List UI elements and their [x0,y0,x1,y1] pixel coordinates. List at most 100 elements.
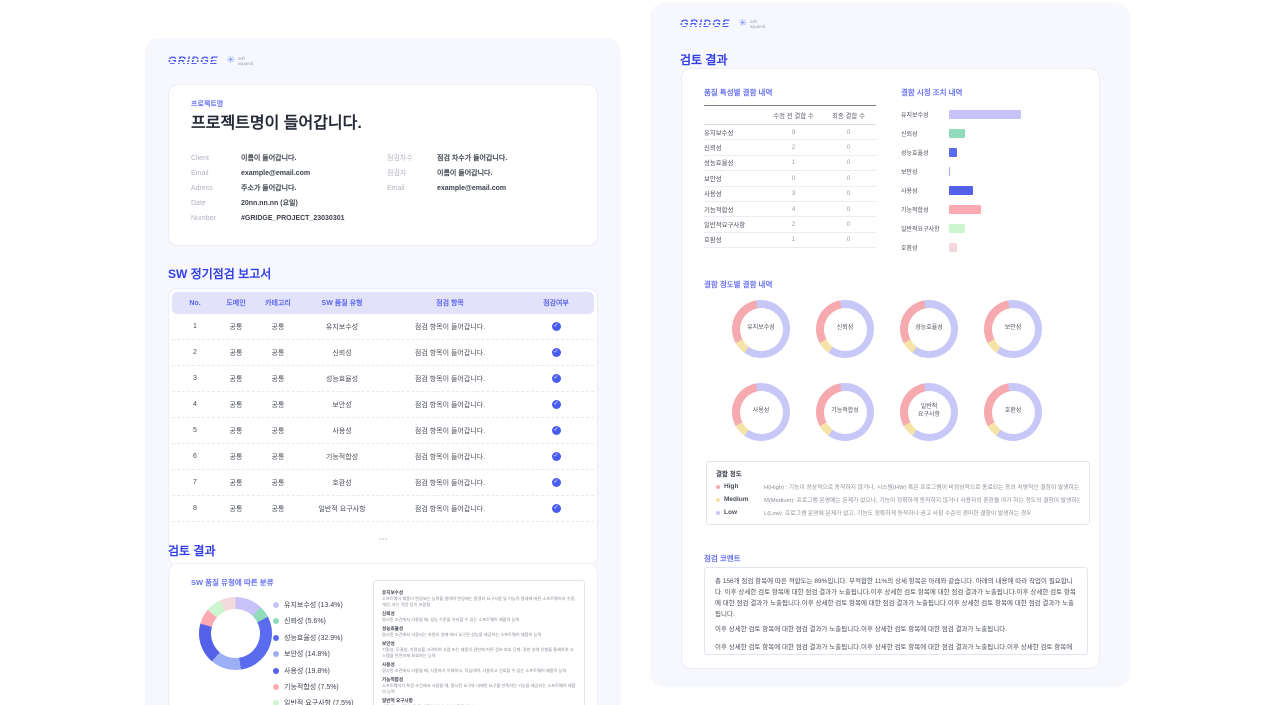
quality-type-description-box: 유지보수성 소프트웨어 제품이 변경되는 능력을 말하며 변경에는 환경과 요구사… [373,580,585,705]
column-header: SW 품질 유형 [321,300,363,307]
project-fields-left: Client 이름이 들어갑니다. Email example@email.com Ad… [191,155,345,223]
quality-description: 명시된 조건에서 사용되는 자원의 양에 따라 요구된 성능을 제공하는 소프트… [382,631,542,637]
info-field-row: Email example@email.com [387,185,507,193]
bar [949,186,973,195]
cell-category: 공통 [271,349,285,357]
severity-name: Medium [724,496,749,503]
defect-name: 보안성 [704,175,722,183]
field-value: 이름이 들어갑니다. [241,155,297,162]
cell-no: 3 [193,375,197,382]
legend-item: 보안성 (14.8%) [273,649,354,659]
check-icon: ✓ [551,348,561,357]
table-row: 2 공통 공통 신뢰성 점검 항목이 들어갑니다. ✓ [172,340,594,366]
defect-table-row: 성능효율성 1 0 [704,156,876,172]
severity-name: High [724,483,739,490]
bar-row: 보안성 [901,162,1021,181]
legend-dot [273,667,279,674]
donut-hole [739,307,783,351]
cell-checked: ✓ [518,374,594,383]
donut-hole [991,307,1035,351]
donut-hole [211,609,260,658]
defect-name: 사용성 [704,191,722,199]
cell-category: 공통 [271,505,285,513]
defect-col-after: 최종 결함 수 [832,112,865,120]
table-row: 5 공통 공통 사용성 점검 항목이 들어갑니다. ✓ [172,418,594,444]
inspection-comment-box: 총 156개 점검 항목에 따른 적합도는 89%입니다. 부적합한 11%의 … [704,567,1088,655]
donut-label: 기능적합성 [831,408,859,415]
defect-table-header: 수정 전 결함 수 최종 결함 수 [704,105,876,125]
defect-table-row: 호환성 1 0 [704,233,876,249]
defect-after-count: 0 [846,174,851,182]
quality-name: 신뢰성 [382,610,395,616]
snowflake-icon: ✳ [226,55,235,66]
defect-after-count: 0 [846,205,851,213]
severity-name: Low [724,509,737,516]
donut-label: 유지보수성 [747,325,775,332]
project-fields-right: 점검차수 점검 차수가 들어갑니다. 점검자 이름이 들어갑니다. Email examp… [387,155,507,193]
report-page-2: GRIDGE ✳ soft squared 검토 결과 품질 특성별 결함 내역… [650,3,1130,687]
column-header: 점검 항목 [436,300,464,307]
info-field-row: Number #GRIDGE_PROJECT_23030301 [191,215,345,223]
table-row: 3 공통 공통 성능효율성 점검 항목이 들어갑니다. ✓ [172,366,594,392]
defect-table-row: 기능적합성 4 0 [704,202,876,218]
cell-quality-type: 기능적합성 [325,453,359,461]
cell-quality-type: 신뢰성 [332,349,352,357]
info-field-row: Client 이름이 들어갑니다. [191,155,345,163]
brand-logo-row: GRIDGE ✳ soft squared [680,18,765,30]
defect-table-title: 품질 특성별 결함 내역 [704,88,773,97]
info-field-row: 점검차수 점검 차수가 들어갑니다. [387,155,507,163]
bar-row: 유지보수성 [901,105,1021,124]
comment-paragraph: 이후 상세한 검토 항목에 대한 점검 결과가 노출됩니다.이후 상세한 검토 … [715,626,1008,634]
field-value: 20nn.nn.nn (요일) [241,199,298,207]
defect-table-row: 유지보수성 9 0 [704,125,876,141]
bar-label: 유지보수성 [901,113,929,119]
review-section-title: 검토 결과 [680,53,728,67]
bar [949,243,957,252]
field-label: Email [387,184,405,192]
severity-legend-title: 결함 정도 [716,471,742,478]
cell-checked: ✓ [518,426,594,435]
bar-row: 신뢰성 [901,124,1021,143]
cell-domain: 공통 [229,349,243,357]
column-header: 점검여부 [543,300,569,307]
info-field-row: Adress 주소가 들어갑니다. [191,185,345,193]
quality-type-legend: 유지보수성 (13.4%) 신뢰성 (5.6%) 성능효율성 (32.9%) 보안성 … [273,600,354,705]
donut-hole [739,390,783,434]
soft-squared-logo: ✳ soft squared [227,56,254,67]
legend-dot [273,634,279,641]
cell-quality-type: 호환성 [332,479,352,487]
cell-category: 공통 [271,323,285,331]
defect-after-count: 0 [846,128,851,136]
severity-donut: 신뢰성 [816,300,874,358]
inspection-table-card: No. 도메인 카테고리 SW 품질 유형 점검 항목 점검여부 1 공통 공통 유지보수성 점검… [168,288,598,566]
cell-inspection-item: 점검 항목이 들어갑니다. [414,505,486,513]
legend-label: 유지보수성 (13.4%) [284,602,343,609]
cell-checked: ✓ [518,452,594,461]
donut-label: 신뢰성 [836,325,854,332]
snowflake-icon: ✳ [738,18,747,29]
field-label: Email [191,169,209,177]
severity-row: High H(High) : 기능이 정상적으로 동작하지 않거나, 시스템(HW… [716,480,1080,493]
cell-checked: ✓ [518,478,594,487]
cell-checked: ✓ [518,322,594,331]
defect-after-count: 0 [846,236,851,244]
cell-checked: ✓ [518,504,594,513]
cell-inspection-item: 점검 항목이 들어갑니다. [414,479,486,487]
defect-table-row: 사용성 3 0 [704,187,876,202]
bar-row: 사용성 [901,181,1021,200]
soft-squared-wordmark: soft squared [238,56,253,67]
defect-col-before: 수정 전 결함 수 [773,112,814,120]
cell-domain: 공통 [229,323,243,331]
field-label: Client [191,155,209,162]
defect-after-count: 0 [846,144,851,152]
cell-quality-type: 일반적 요구사항 [318,505,366,513]
field-value: example@email.com [437,184,507,192]
quality-description: 기밀성, 무결성, 가용성을 고려하여 사람 또는 제품이 권한에 따른 정보 … [382,646,574,658]
severity-description: H(High) : 기능이 정상적으로 동작하지 않거나, 시스템(HW) 혹은… [764,485,1080,491]
bar-label: 호환성 [901,246,918,252]
quality-type-donut-chart [199,597,272,670]
legend-item: 사용성 (19.8%) [273,666,354,676]
severity-donut: 보안성 [984,300,1042,358]
defect-before-count: 1 [791,159,796,167]
